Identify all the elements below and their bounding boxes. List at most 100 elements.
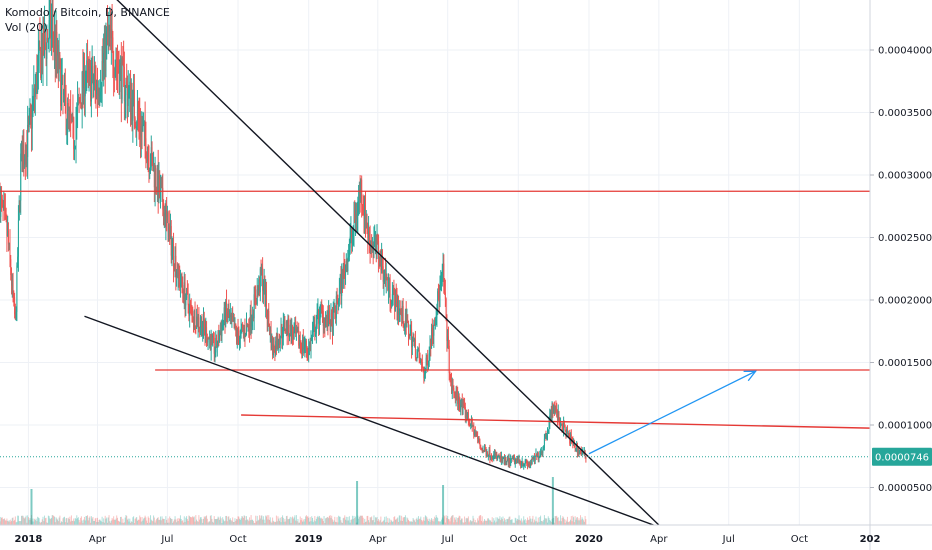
candle-body xyxy=(93,75,95,84)
volume-indicator-label[interactable]: Vol (20) xyxy=(5,21,48,34)
candle-body xyxy=(96,83,98,95)
volume-bar xyxy=(522,520,524,525)
volume-bar xyxy=(23,517,25,525)
candle-body xyxy=(485,450,487,457)
time-tick-label: Jul xyxy=(160,534,173,545)
candle-body xyxy=(460,400,462,406)
candle-body xyxy=(114,67,116,76)
price-tick-label: 0.0003500 xyxy=(878,108,932,119)
volume-bar xyxy=(59,515,61,525)
candle-body xyxy=(293,331,295,340)
candle-body xyxy=(64,85,66,100)
candle-body xyxy=(345,264,347,276)
volume-bar xyxy=(199,517,201,525)
candle-body xyxy=(393,288,395,293)
drawings[interactable] xyxy=(0,0,871,526)
volume-bar xyxy=(72,520,74,525)
candle-body xyxy=(37,65,39,93)
volume-bar xyxy=(268,515,270,525)
candle-body xyxy=(3,205,5,209)
candle-body xyxy=(161,187,163,189)
candle-body xyxy=(306,350,308,352)
candle-body xyxy=(17,256,19,266)
candle-body xyxy=(355,213,357,223)
candle-body xyxy=(368,230,370,241)
candle-body xyxy=(46,37,48,59)
volume-bar xyxy=(497,517,499,525)
candle-body xyxy=(255,295,257,303)
volume-bar xyxy=(219,516,221,525)
volume-bar xyxy=(363,522,365,525)
candle-body xyxy=(26,145,28,157)
candle-body xyxy=(576,445,578,453)
candle-body xyxy=(477,436,479,439)
price-tick-label: 0.0001000 xyxy=(878,421,932,432)
volume-bar xyxy=(324,522,326,525)
candle-body xyxy=(274,351,276,355)
candle-body xyxy=(133,90,135,92)
volume-bar xyxy=(476,522,478,525)
candle-body xyxy=(135,126,137,130)
volume-bar xyxy=(411,521,413,525)
volume-bar xyxy=(560,515,562,525)
volume-bar xyxy=(370,517,372,525)
volume-bar xyxy=(541,520,543,525)
volume-bar xyxy=(1,517,3,525)
volume-bar xyxy=(418,518,420,525)
volume-bar xyxy=(14,516,16,525)
candle-body xyxy=(221,325,223,337)
volume-bar xyxy=(335,521,337,525)
candle-body xyxy=(181,274,183,286)
candle-body xyxy=(402,306,404,326)
symbol-title[interactable]: Komodo / Bitcoin, D, BINANCE xyxy=(5,6,170,19)
candle-body xyxy=(16,265,18,312)
volume-bar xyxy=(489,520,491,525)
volume-bar xyxy=(15,522,17,525)
candle-body xyxy=(507,458,509,461)
volume-bar xyxy=(570,519,572,525)
candle-body xyxy=(225,301,227,325)
volume-bar xyxy=(7,520,9,525)
candle-body xyxy=(233,320,235,329)
candle-body xyxy=(155,168,157,188)
candle-body xyxy=(401,309,403,317)
volume-bar xyxy=(415,518,417,525)
candle-body xyxy=(391,293,393,304)
volume-bar xyxy=(359,515,361,525)
candle-body xyxy=(492,458,494,460)
volume-bar xyxy=(22,515,24,525)
candle-body xyxy=(287,318,289,334)
candle-body xyxy=(217,331,219,345)
volume-bar xyxy=(245,520,247,525)
candle-body xyxy=(93,83,95,85)
volume-bar xyxy=(506,519,508,525)
candle-body xyxy=(243,328,245,331)
volume-bar xyxy=(223,521,225,525)
candle-body xyxy=(467,412,469,421)
volume-bar xyxy=(308,521,310,525)
volume-bar xyxy=(93,520,95,525)
volume-bar xyxy=(238,516,240,525)
candle-body xyxy=(265,290,267,312)
candle-body xyxy=(238,337,240,344)
candle-body xyxy=(420,360,422,363)
volume-bar xyxy=(517,518,519,525)
candle-body xyxy=(311,338,313,340)
volume-bar xyxy=(520,520,522,525)
candle-body xyxy=(4,205,6,210)
candle-body xyxy=(384,270,386,277)
volume-bar xyxy=(540,515,542,525)
volume-bar xyxy=(408,519,410,525)
candle-body xyxy=(518,459,520,461)
volume-bar xyxy=(400,520,402,525)
candle-body xyxy=(414,339,416,341)
candle-body xyxy=(398,311,400,315)
candle-body xyxy=(148,154,150,171)
volume-bar xyxy=(0,516,2,525)
volume-bar xyxy=(446,517,448,525)
volume-bar xyxy=(515,518,517,525)
price-tick-label: 0.0000500 xyxy=(878,483,932,494)
volume-bar xyxy=(230,519,232,525)
candle-body xyxy=(209,338,211,351)
